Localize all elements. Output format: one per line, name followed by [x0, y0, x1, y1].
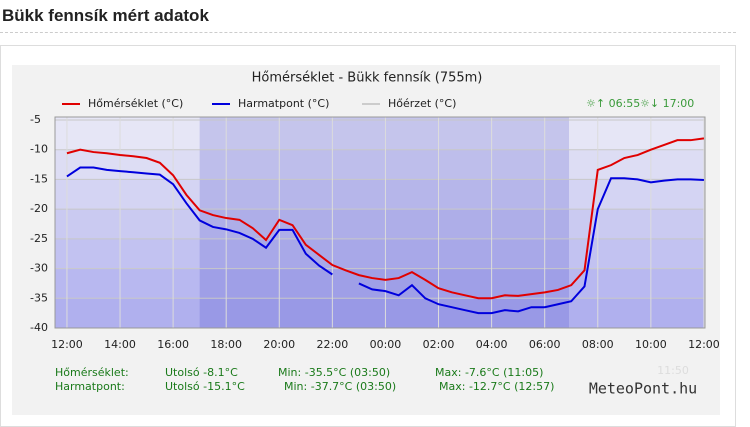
y-tick-label: -5: [30, 113, 41, 126]
chart-title: Hőmérséklet - Bükk fennsík (755m): [252, 71, 483, 86]
y-tick-label: -35: [30, 291, 48, 304]
summary-text: Harmatpont:: [55, 380, 125, 393]
series-line: [66, 137, 705, 300]
updated: 11:50: [657, 364, 689, 377]
summary-text: Max: -7.6°C (11:05): [435, 366, 543, 379]
summary-text: Min: -37.7°C (03:50): [284, 380, 396, 393]
temperature-band: [55, 298, 705, 328]
x-tick-label: 06:00: [529, 338, 561, 351]
x-tick-label: 08:00: [582, 338, 614, 351]
sunset: ☼↓ 17:00: [640, 97, 694, 110]
plot-border: [54, 116, 706, 329]
summary-text: Utolsó -15.1°C: [165, 380, 245, 393]
plot-area: [55, 117, 705, 328]
x-tick-label: 18:00: [210, 338, 242, 351]
series-line: [358, 177, 704, 315]
summary-text: Hőmérséklet:: [55, 366, 129, 379]
summary-text: Min: -35.5°C (03:50): [278, 366, 390, 379]
series-line: [66, 166, 333, 276]
y-tick-label: -15: [30, 172, 48, 185]
sunrise: ☼↑ 06:55: [586, 97, 640, 110]
night-shading: [199, 117, 570, 328]
y-tick-label: -25: [30, 232, 48, 245]
x-tick-label: 12:00: [51, 338, 83, 351]
summary-text: Max: -12.7°C (12:57): [439, 380, 554, 393]
y-tick-label: -20: [30, 202, 48, 215]
x-tick-label: 10:00: [635, 338, 667, 351]
x-tick-label: 04:00: [476, 338, 508, 351]
x-tick-label: 00:00: [370, 338, 402, 351]
legend-label: Hőmérséklet (°C): [88, 97, 183, 110]
y-tick-label: -10: [30, 143, 48, 156]
legend-label: Hőérzet (°C): [388, 97, 456, 110]
temperature-band: [55, 268, 705, 299]
separator: [0, 32, 736, 33]
watermark: MeteoPont.hu: [589, 380, 697, 398]
x-tick-label: 12:00: [688, 338, 720, 351]
x-tick-label: 02:00: [423, 338, 455, 351]
x-tick-label: 14:00: [104, 338, 136, 351]
x-tick-label: 16:00: [157, 338, 189, 351]
summary-text: Utolsó -8.1°C: [165, 366, 238, 379]
x-tick-label: 22:00: [317, 338, 349, 351]
legend-label: Harmatpont (°C): [238, 97, 329, 110]
y-tick-label: -30: [30, 262, 48, 275]
temperature-band: [55, 238, 705, 269]
section-title: Bükk fennsík mért adatok: [2, 6, 209, 25]
y-tick-label: -40: [30, 321, 48, 334]
x-tick-label: 20:00: [263, 338, 295, 351]
